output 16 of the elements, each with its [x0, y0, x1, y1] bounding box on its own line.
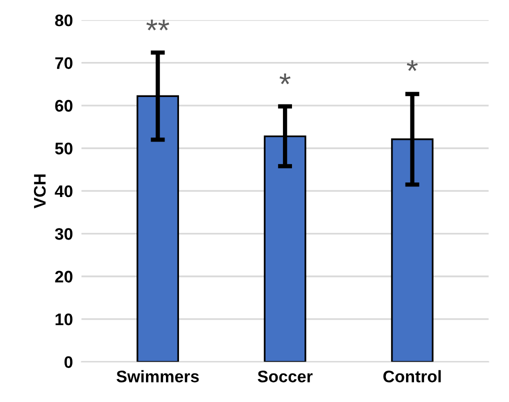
y-tick-label: 20: [55, 270, 72, 283]
y-tick-label: 70: [55, 57, 72, 70]
annotation: *: [406, 60, 418, 71]
y-tick-label: 60: [55, 100, 72, 112]
y-tick-label: 80: [55, 14, 72, 26]
x-tick-label: Swimmers: [116, 370, 199, 382]
x-tick-label: Soccer: [258, 370, 313, 382]
y-tick-label: 10: [56, 313, 72, 326]
y-tick-label: 0: [64, 356, 72, 368]
annotation: **: [146, 20, 170, 30]
x-tick-label: Control: [383, 370, 441, 382]
y-tick-label: 30: [54, 228, 72, 240]
y-tick-label: 40: [54, 185, 72, 198]
annotation: *: [280, 73, 291, 84]
y-axis-title: VCH: [34, 174, 46, 208]
y-tick-label: 50: [55, 142, 72, 154]
